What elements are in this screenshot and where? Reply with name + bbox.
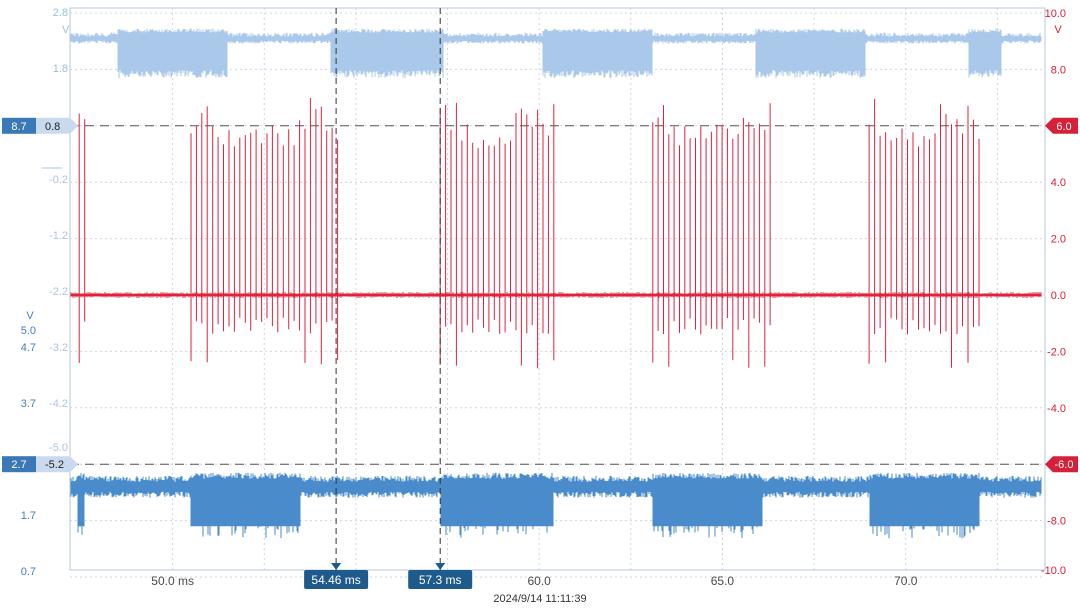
tick-label: 2.0	[1051, 234, 1066, 246]
x-tick-label: 60.0	[527, 574, 551, 588]
trace-bottom	[70, 472, 1042, 539]
tick-label: 10.0	[1045, 8, 1066, 20]
cursor-arrow	[435, 563, 446, 570]
x-tick-label: 50.0 ms	[151, 574, 194, 588]
traces	[70, 28, 1042, 539]
marker-box	[2, 117, 36, 134]
tick-label: 1.7	[21, 510, 36, 522]
marker-label: -6.0	[1055, 459, 1074, 471]
right-marker[interactable]: 6.0	[1045, 117, 1078, 134]
x-tick-label: 65.0	[711, 574, 735, 588]
cursor-arrow	[331, 563, 342, 570]
cursor-label-box	[304, 570, 369, 589]
tick-label: 0.0	[1051, 290, 1066, 302]
tick-label: 8.0	[1051, 64, 1066, 76]
tick-label: -4.0	[1047, 403, 1066, 415]
right-axis-labels: V 10.0 8.0 4.0 2.0 0.0 -2.0 -4.0 -8.0 -10.0	[1041, 8, 1066, 577]
tick-label: 1.8	[53, 63, 68, 75]
axis-unit: V	[62, 24, 70, 36]
tick-label: -4.2	[49, 398, 68, 410]
marker-tab	[36, 456, 78, 473]
x-tick-label: 70.0	[894, 574, 918, 588]
reference-markers[interactable]: 8.7 0.8 2.7 -5.2 6.0 -6.0	[2, 117, 1078, 473]
tick-label: 5.0	[21, 325, 36, 337]
left-axis-labels: 2.8 V 1.8 -0.2 -1.2 -2.2 -3.2 -4.2 -5.0 V 5.0 4.7 3.…	[21, 7, 70, 578]
marker-label: -5.2	[45, 459, 64, 471]
marker-label: 2.7	[11, 459, 26, 471]
cursors[interactable]: 54.46 ms 57.3 ms	[304, 8, 473, 589]
axis-unit: V	[1054, 24, 1062, 36]
cursor-2-marker[interactable]: 57.3 ms	[408, 563, 473, 589]
tick-label: -3.2	[49, 342, 68, 354]
right-marker[interactable]: -6.0	[1045, 456, 1078, 473]
cursor-label: 54.46 ms	[311, 573, 360, 587]
left-marker[interactable]: 2.7 -5.2	[2, 456, 78, 473]
axis-unit: V	[26, 310, 34, 322]
plot-frame	[69, 7, 1046, 571]
tick-label: 4.0	[1051, 177, 1066, 189]
tick-label: -5.0	[49, 442, 68, 454]
trace-top	[70, 28, 1042, 79]
tick-label: -2.0	[1047, 346, 1066, 358]
marker-label: 8.7	[11, 121, 26, 133]
tick-label: 3.7	[21, 398, 36, 410]
x-axis-labels: 50.0 ms 60.0 65.0 70.0	[151, 574, 917, 588]
marker-label: 0.8	[45, 121, 60, 133]
tick-label: 0.7	[21, 566, 36, 578]
cursor-label: 57.3 ms	[419, 573, 462, 587]
tick-label: -2.2	[49, 286, 68, 298]
tick-label: -10.0	[1041, 565, 1066, 577]
marker-tab	[36, 117, 78, 134]
tick-label: -8.0	[1047, 516, 1066, 528]
cursor-label-box	[408, 570, 473, 589]
tick-label: 2.8	[53, 7, 68, 19]
tick-label: 4.7	[21, 342, 36, 354]
timestamp: 2024/9/14 11:11:39	[493, 593, 586, 605]
tick-label: -1.2	[49, 230, 68, 242]
cursor-1-marker[interactable]: 54.46 ms	[304, 563, 369, 589]
tick-label: -0.2	[49, 174, 68, 186]
left-marker[interactable]: 8.7 0.8	[2, 117, 78, 134]
marker-box	[2, 456, 36, 473]
marker-label: 6.0	[1056, 121, 1071, 133]
marker-box	[1045, 117, 1078, 134]
marker-box	[1045, 456, 1078, 473]
